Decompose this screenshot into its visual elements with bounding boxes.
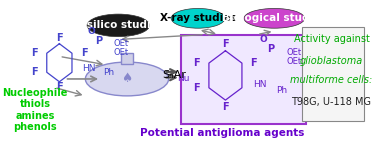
Text: F: F	[222, 102, 229, 112]
Text: F: F	[31, 48, 38, 58]
Text: Nucleophile
thiols
amines
phenols: Nucleophile thiols amines phenols	[2, 88, 68, 132]
Text: F: F	[56, 33, 63, 43]
Text: X-ray studies: X-ray studies	[160, 13, 236, 23]
FancyBboxPatch shape	[181, 35, 305, 124]
Text: F: F	[222, 39, 229, 49]
Text: HN: HN	[83, 64, 96, 73]
Text: glioblastoma: glioblastoma	[300, 56, 363, 66]
Text: F: F	[81, 48, 88, 58]
FancyBboxPatch shape	[302, 27, 364, 121]
FancyBboxPatch shape	[121, 53, 133, 64]
Text: F: F	[193, 83, 199, 93]
Text: Ph: Ph	[276, 86, 287, 95]
Text: multiforme cells:: multiforme cells:	[290, 75, 373, 85]
Text: ♠: ♠	[121, 72, 133, 85]
Text: F: F	[250, 58, 256, 68]
Text: P: P	[94, 36, 102, 46]
Ellipse shape	[87, 14, 150, 37]
Text: T98G, U-118 MG: T98G, U-118 MG	[291, 97, 372, 106]
Text: Biological studies: Biological studies	[222, 13, 327, 23]
Text: SₙAr: SₙAr	[162, 70, 186, 80]
Text: O: O	[260, 35, 267, 44]
Text: O: O	[87, 27, 95, 36]
Text: Ph: Ph	[104, 68, 115, 77]
Text: Activity against: Activity against	[294, 35, 369, 44]
Ellipse shape	[171, 8, 225, 28]
Text: OEt: OEt	[114, 48, 129, 57]
Text: In silico studies: In silico studies	[72, 20, 164, 30]
Text: F: F	[56, 82, 63, 92]
Text: OEt: OEt	[286, 48, 301, 57]
Text: Nu: Nu	[177, 74, 190, 83]
Text: OEt: OEt	[114, 38, 129, 48]
Text: OEt: OEt	[286, 57, 301, 66]
Ellipse shape	[244, 8, 305, 28]
Text: Potential antiglioma agents: Potential antiglioma agents	[140, 128, 305, 138]
Text: P: P	[267, 44, 274, 54]
Text: HN: HN	[253, 80, 266, 89]
Circle shape	[85, 62, 169, 96]
Text: F: F	[31, 67, 38, 77]
Text: F: F	[193, 58, 199, 68]
